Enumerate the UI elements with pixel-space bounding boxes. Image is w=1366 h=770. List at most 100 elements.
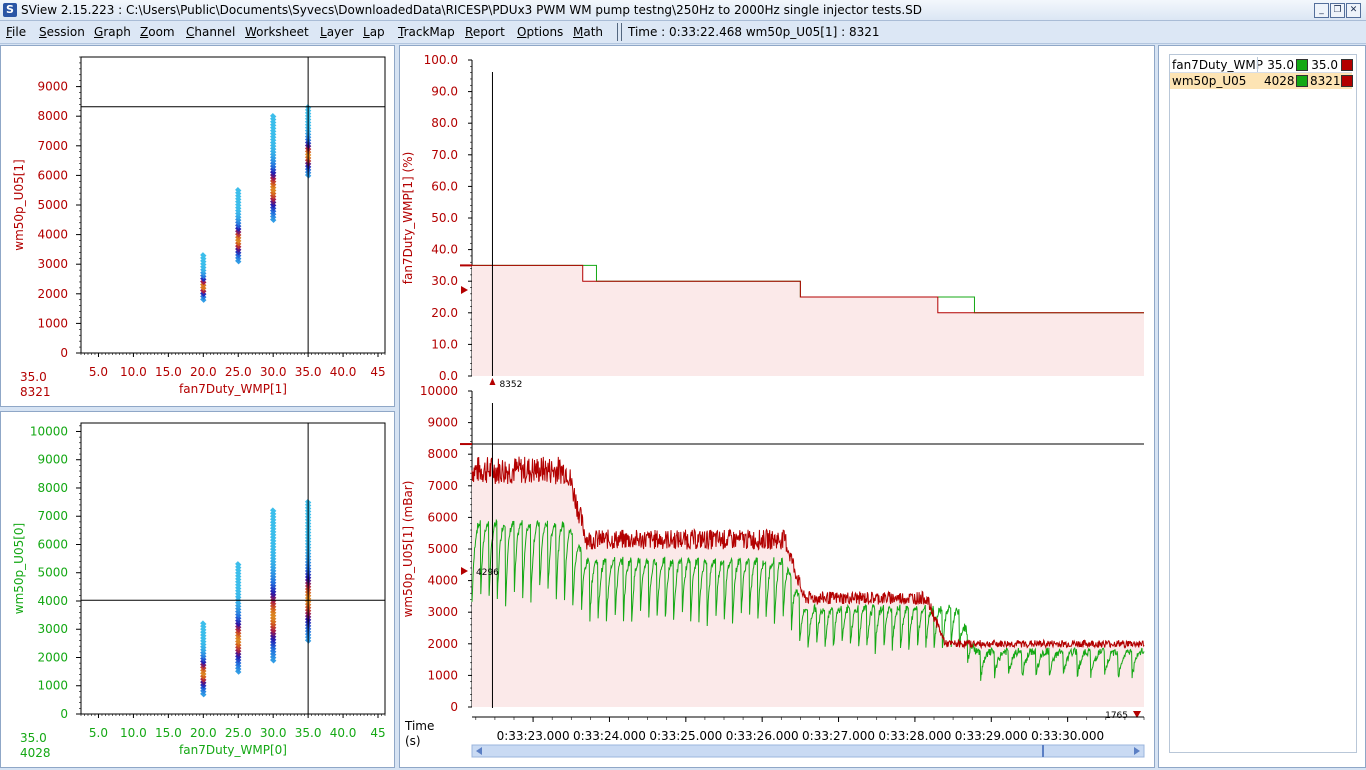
upper-cursor-value: 8352 (499, 380, 522, 390)
scatter-point (235, 584, 242, 592)
x-tick-label: 30.0 (260, 726, 287, 740)
y-tick-label: 10000 (30, 424, 68, 438)
scatter-point (200, 623, 207, 630)
scatter-point (270, 154, 277, 161)
scatter-chart-bottom[interactable]: 5.0 10.0 15.0 20.0 25.0 30.0 35.0 40.0 45 0 1000 20… (1, 412, 394, 767)
scatter-point (235, 632, 242, 640)
menu-accelerator: F (6, 25, 13, 39)
menu-item-layer[interactable]: Layer (320, 25, 353, 39)
scatter-point (200, 682, 207, 689)
upper-y-tick-label: 60.0 (431, 179, 458, 193)
legend-swatch-red[interactable] (1341, 59, 1353, 71)
y-tick-label: 1000 (37, 316, 68, 330)
legend-frame (1169, 54, 1357, 753)
scatter-point (270, 516, 277, 523)
y-tick-label: 1000 (37, 679, 68, 693)
scatter-point (235, 240, 242, 247)
legend-row[interactable]: wm50p_U05 4028 8321 (1170, 73, 1353, 89)
scatter-point (270, 151, 277, 158)
menu-item-zoom[interactable]: Zoom (140, 25, 175, 39)
menu-item-report[interactable]: Report (465, 25, 505, 39)
scatter-point (235, 668, 242, 675)
scatter-point (270, 576, 277, 583)
y-tick-label: 9000 (37, 80, 68, 94)
menu-item-graph[interactable]: Graph (94, 25, 131, 39)
scatter-point (235, 605, 242, 613)
scatter-point (200, 293, 207, 300)
menu-item-worksheet[interactable]: Worksheet (245, 25, 309, 39)
y-tick-label: 5000 (37, 566, 68, 580)
y-axis-label: wm50p_U05[0] (12, 523, 26, 614)
horizontal-scrollbar[interactable] (471, 744, 1145, 758)
scatter-point (200, 629, 207, 636)
scatter-point (200, 626, 207, 633)
lower-series-line-red (471, 456, 1145, 650)
restore-button[interactable]: ❐ (1330, 3, 1345, 18)
menu-label: ession (46, 25, 85, 39)
scatter-point (270, 561, 277, 568)
scatter-point (270, 624, 277, 631)
scatter-point (270, 210, 277, 218)
lower-series-line-green (471, 518, 1145, 681)
y-tick-label: 6000 (37, 168, 68, 182)
x-tick-label: 10.0 (120, 365, 147, 379)
y-tick-label: 7000 (37, 509, 68, 523)
y-tick-label: 7000 (37, 139, 68, 153)
time-series-chart[interactable]: 0.0 10.0 20.0 30.0 40.0 50.0 60.0 70.0 80.0 90.0 1… (400, 46, 1154, 767)
scatter-point (235, 629, 242, 637)
scatter-point (270, 184, 277, 191)
scatter-point (270, 118, 277, 126)
upper-y-tick-label: 10.0 (431, 337, 458, 351)
scatter-point (235, 578, 242, 586)
scatter-point (270, 555, 277, 562)
scatter-point (235, 219, 242, 226)
menu-accelerator: G (94, 25, 104, 39)
scatter-point (270, 648, 277, 655)
lower-y-tick-label: 0 (450, 700, 458, 714)
time-series-panel[interactable]: 0.0 10.0 20.0 30.0 40.0 50.0 60.0 70.0 80.0 90.0 1… (399, 45, 1155, 768)
scatter-point (270, 204, 277, 212)
scatter-point (270, 189, 277, 197)
minimize-button[interactable]: _ (1314, 3, 1329, 18)
legend-value-primary: 4028 (1264, 74, 1295, 88)
menu-label: ath (583, 25, 604, 39)
menu-item-options[interactable]: Options (517, 25, 563, 39)
menu-item-channel[interactable]: Channel (186, 25, 235, 39)
legend-swatch-green[interactable] (1296, 59, 1308, 71)
scatter-point (270, 537, 277, 544)
scatter-point (270, 172, 277, 179)
scatter-point (270, 525, 277, 532)
scatter-panel-bottom[interactable]: 5.0 10.0 15.0 20.0 25.0 30.0 35.0 40.0 45 0 1000 20… (0, 411, 395, 768)
window-title: SView 2.15.223 : C:\Users\Public\Documen… (21, 3, 923, 17)
scatter-point (270, 528, 277, 535)
scatter-point (270, 612, 277, 619)
menu-item-session[interactable]: Session (39, 25, 85, 39)
scatter-chart-top[interactable]: 5.0 10.0 15.0 20.0 25.0 30.0 35.0 40.0 45 0 1000 20… (1, 46, 394, 406)
y-tick-label: 2000 (37, 650, 68, 664)
menu-item-file[interactable]: File (6, 25, 26, 39)
scatter-point (235, 647, 242, 654)
scatter-point (270, 633, 277, 640)
cursor-readout-x: 35.0 (20, 370, 47, 384)
close-button[interactable]: ✕ (1346, 3, 1361, 18)
scatter-point (200, 263, 207, 271)
scatter-point (235, 617, 242, 625)
cursor-readout-y: 8321 (20, 385, 51, 399)
lower-left-marker-value: 4296 (476, 568, 499, 578)
scatter-point (200, 272, 207, 280)
scatter-point (270, 642, 277, 649)
scatter-point (235, 207, 242, 215)
menu-accelerator: Z (140, 25, 149, 39)
scatter-point (270, 157, 277, 164)
legend-row[interactable]: fan7Duty_WMP 35.0 35.0 (1170, 57, 1353, 73)
menu-item-math[interactable]: Math (573, 25, 603, 39)
legend-swatch-green[interactable] (1296, 75, 1308, 87)
scatter-panel-top[interactable]: 5.0 10.0 15.0 20.0 25.0 30.0 35.0 40.0 45 0 1000 20… (0, 45, 395, 407)
scatter-point (270, 163, 277, 170)
scatter-point (200, 691, 207, 698)
legend-swatch-red[interactable] (1341, 75, 1353, 87)
y-tick-label: 6000 (37, 537, 68, 551)
scatter-point (270, 139, 277, 147)
menu-item-trackmap[interactable]: TrackMap (398, 25, 455, 39)
menu-item-lap[interactable]: Lap (363, 25, 385, 39)
